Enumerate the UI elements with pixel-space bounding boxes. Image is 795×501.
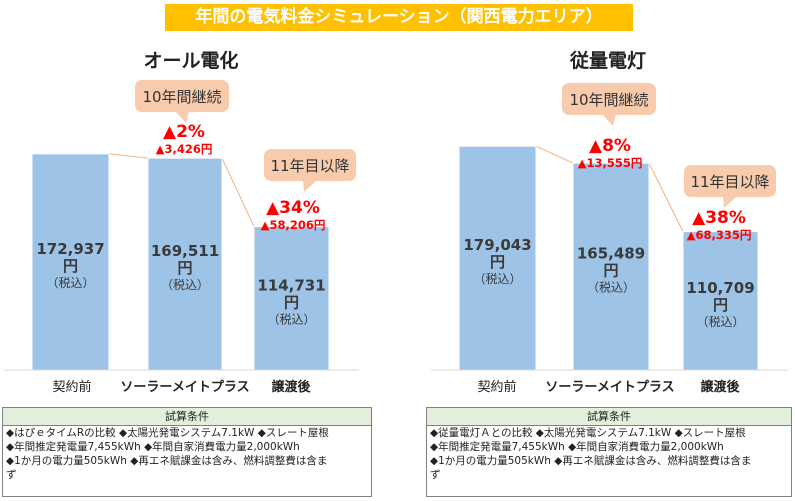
data-label: 114,731 (257, 276, 325, 294)
chart-title: オール電化 (143, 49, 238, 72)
data-label: 172,937 (36, 240, 104, 258)
reduction-amount: ▲13,555円 (578, 156, 643, 170)
category-label: 契約前 (477, 379, 516, 395)
reduction-percent: ▲34% (266, 198, 320, 218)
condition-line: ◆年間推定発電量7,455kWh ◆年間自家消費電力量2,000kWh (430, 441, 724, 453)
callout-ten-years-pointer (602, 114, 616, 126)
reduction-amount: ▲58,206円 (261, 218, 326, 232)
callout-after-eleven-label: 11年目以降 (690, 173, 769, 191)
bar (458, 145, 537, 371)
callout-ten-years-bubble (562, 83, 656, 115)
callout-after-eleven-bubble (264, 149, 356, 181)
condition-line: ◆年間推定発電量7,455kWh ◆年間自家消費電力量2,000kWh (6, 441, 300, 453)
callout-after-eleven-pointer (723, 196, 737, 208)
callout-ten-years-pointer (175, 111, 189, 123)
category-label: 譲渡後 (700, 379, 740, 395)
condition-line: ず (6, 469, 17, 481)
callout-after-eleven-pointer (303, 180, 317, 192)
callout-ten-years-label: 10年間継続 (142, 88, 221, 106)
category-label: ソーラーメイトプラス (120, 380, 249, 395)
condition-line: ◆従量電灯Ａとの比較 ◆太陽光発電システム7.1kW ◆スレート屋根 (430, 427, 746, 439)
conditions-box-metered: 試算条件 ◆従量電灯Ａとの比較 ◆太陽光発電システム7.1kW ◆スレート屋根 … (426, 407, 792, 497)
conditions-box-all-electric: 試算条件 ◆はぴｅタイムRの比較 ◆太陽光発電システム7.1kW ◆スレート屋根… (2, 407, 372, 497)
data-label-unit: 円 (713, 296, 728, 314)
conditions-header: 試算条件 (427, 408, 791, 426)
reduction-percent: ▲38% (692, 208, 746, 228)
data-label-tax: （税込） (587, 281, 635, 295)
category-label: ソーラーメイトプラス (545, 380, 674, 395)
connector-line (648, 162, 684, 232)
bar (253, 226, 330, 371)
reduction-amount: ▲3,426円 (156, 142, 213, 156)
bar (572, 162, 650, 371)
callout-after-eleven-label: 11年目以降 (270, 157, 349, 175)
data-label-unit: 円 (603, 262, 618, 280)
data-label-tax: （税込） (696, 315, 744, 329)
reduction-percent: ▲8% (589, 136, 631, 156)
data-label-tax: （税込） (473, 272, 521, 286)
data-label: 169,511 (151, 242, 219, 260)
callout-ten-years-bubble (135, 80, 229, 112)
reduction-amount: ▲68,335円 (687, 228, 752, 242)
bar (682, 231, 759, 371)
reduction-percent: ▲2% (163, 122, 205, 142)
connector-line (535, 145, 574, 164)
connector-line (221, 157, 255, 227)
data-label-unit: 円 (490, 253, 505, 271)
condition-line: ず (430, 469, 441, 481)
data-label-unit: 円 (63, 257, 78, 275)
condition-line: ◆1か月の電力量505kWh ◆再エネ賦課金は含み、燃料調整費は含ま (430, 455, 752, 467)
connector-line (108, 153, 149, 159)
data-label: 110,709 (686, 279, 754, 297)
data-label-unit: 円 (177, 259, 192, 277)
data-label-unit: 円 (284, 293, 299, 311)
callout-ten-years-label: 10年間継続 (569, 91, 648, 109)
condition-line: ◆1か月の電力量505kWh ◆再エネ賦課金は含み、燃料調整費は含ま (6, 455, 328, 467)
condition-line: ◆はぴｅタイムRの比較 ◆太陽光発電システム7.1kW ◆スレート屋根 (6, 427, 329, 439)
chart-title: 従量電灯 (569, 49, 646, 72)
conditions-header: 試算条件 (3, 408, 371, 426)
page-title: 年間の電気料金シミュレーション（関西電力エリア） (165, 4, 633, 31)
data-label-tax: （税込） (46, 276, 94, 290)
data-label-tax: （税込） (161, 278, 209, 292)
data-label-tax: （税込） (267, 312, 315, 326)
category-label: 契約前 (52, 379, 91, 395)
category-label: 譲渡後 (271, 379, 311, 395)
callout-after-eleven-bubble (684, 165, 776, 197)
data-label: 179,043 (463, 236, 531, 254)
data-label: 165,489 (577, 245, 645, 263)
